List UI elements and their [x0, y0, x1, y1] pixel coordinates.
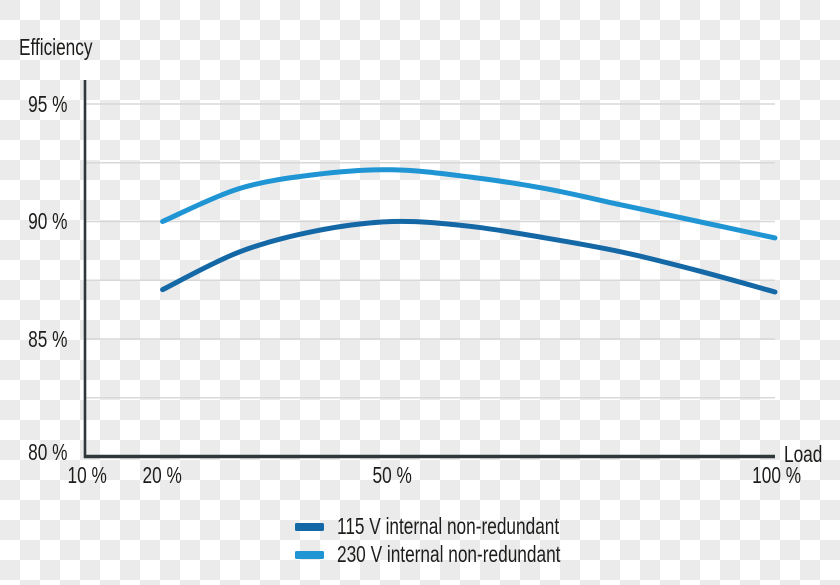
series-curve-115v — [160, 218, 778, 295]
y-axis-title-text: Efficiency — [19, 34, 93, 60]
x-axis-title-text: Load — [784, 441, 823, 467]
x-tick-20: 20 % — [142, 462, 182, 488]
y-tick-85: 85 % — [27, 326, 67, 352]
legend-label-115v: 115 V internal non-redundant — [337, 513, 560, 539]
y-tick-90: 90 % — [27, 208, 67, 234]
y-axis-title: Efficiency — [19, 36, 117, 59]
x-axis-title: Load — [784, 443, 835, 466]
y-tick-95: 95 % — [27, 91, 67, 117]
series-curve-230v — [160, 167, 778, 241]
legend-label-230v: 230 V internal non-redundant — [337, 541, 561, 567]
x-tick-50: 50 % — [372, 462, 412, 488]
legend-item-230v: 230 V internal non-redundant — [295, 543, 635, 566]
x-tick-100: 100 % — [752, 462, 802, 488]
legend-item-115v: 115 V internal non-redundant — [295, 515, 633, 538]
legend-swatch-115v-icon — [295, 522, 324, 531]
y-tick-80: 80 % — [27, 439, 67, 465]
x-tick-10: 10 % — [67, 462, 107, 488]
legend-swatch-230v-icon — [295, 550, 324, 559]
